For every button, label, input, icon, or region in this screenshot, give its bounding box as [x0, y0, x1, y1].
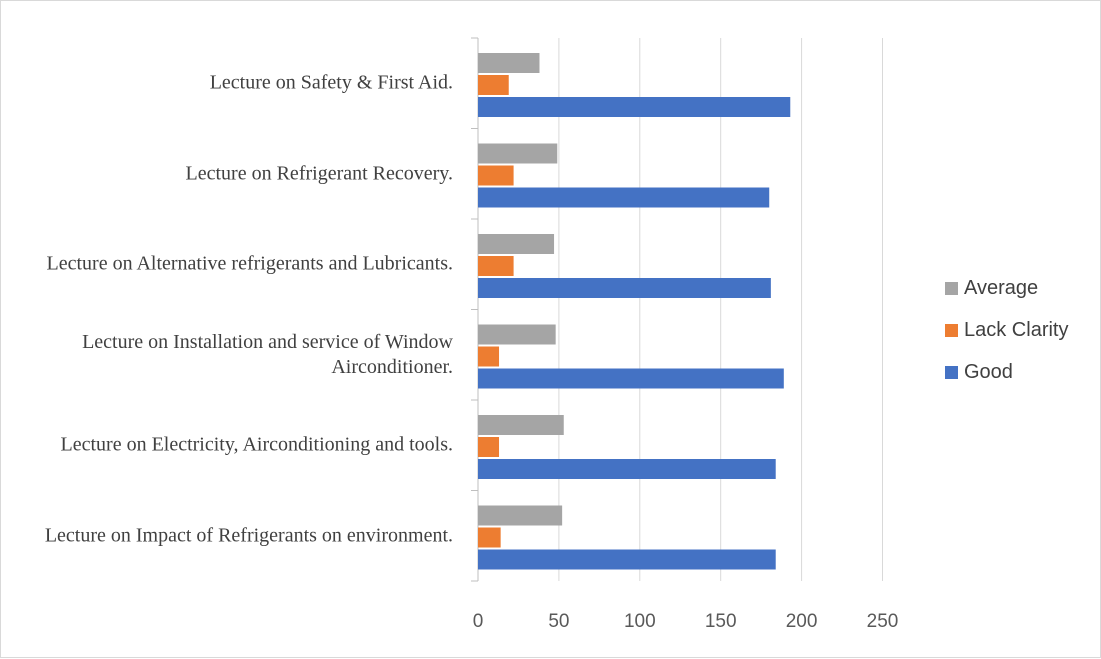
bar-good-3 [478, 368, 784, 389]
bar-lack-clarity-2 [478, 256, 514, 276]
x-tick-label: 150 [704, 611, 737, 632]
bar-good-0 [478, 97, 791, 117]
x-tick-label: 50 [548, 611, 570, 632]
bar-lack-clarity-4 [478, 437, 500, 457]
legend: Average Lack Clarity Good [945, 275, 1068, 401]
bar-average-3 [478, 324, 556, 345]
bar-lack-clarity-3 [478, 346, 500, 367]
x-tick-label: 0 [472, 611, 484, 632]
x-tick-label: 200 [785, 611, 818, 632]
category-label: Lecture on Refrigerant Recovery. [185, 162, 453, 185]
category-label: Lecture on Electricity, Airconditioning … [60, 433, 454, 456]
bar-good-1 [478, 187, 770, 208]
category-label: Lecture on Installation and service of W… [82, 330, 453, 378]
bar-lack-clarity-0 [478, 75, 509, 95]
legend-item: Average [945, 275, 1068, 301]
legend-swatch [945, 281, 958, 295]
bar-average-1 [478, 143, 558, 164]
legend-label: Average [964, 276, 1039, 299]
bar-lack-clarity-5 [478, 527, 501, 548]
legend-swatch [945, 365, 958, 379]
x-tick-label: 100 [623, 611, 656, 632]
legend-label: Good [964, 360, 1013, 383]
bar-average-4 [478, 415, 564, 435]
legend-label: Lack Clarity [964, 318, 1069, 341]
legend-item: Good [945, 359, 1068, 385]
bar-average-5 [478, 505, 563, 526]
category-label: Lecture on Safety & First Aid. [209, 71, 453, 94]
bar-average-0 [478, 53, 540, 73]
bar-good-5 [478, 549, 776, 570]
category-label: Lecture on Impact of Refrigerants on env… [44, 524, 453, 547]
x-tick-label: 250 [866, 611, 899, 632]
legend-item: Lack Clarity [945, 317, 1068, 343]
legend-swatch [945, 323, 958, 337]
bar-lack-clarity-1 [478, 165, 514, 186]
bar-average-2 [478, 234, 555, 254]
bar-good-4 [478, 459, 776, 479]
category-label: Lecture on Alternative refrigerants and … [46, 252, 454, 275]
bar-good-2 [478, 278, 771, 298]
